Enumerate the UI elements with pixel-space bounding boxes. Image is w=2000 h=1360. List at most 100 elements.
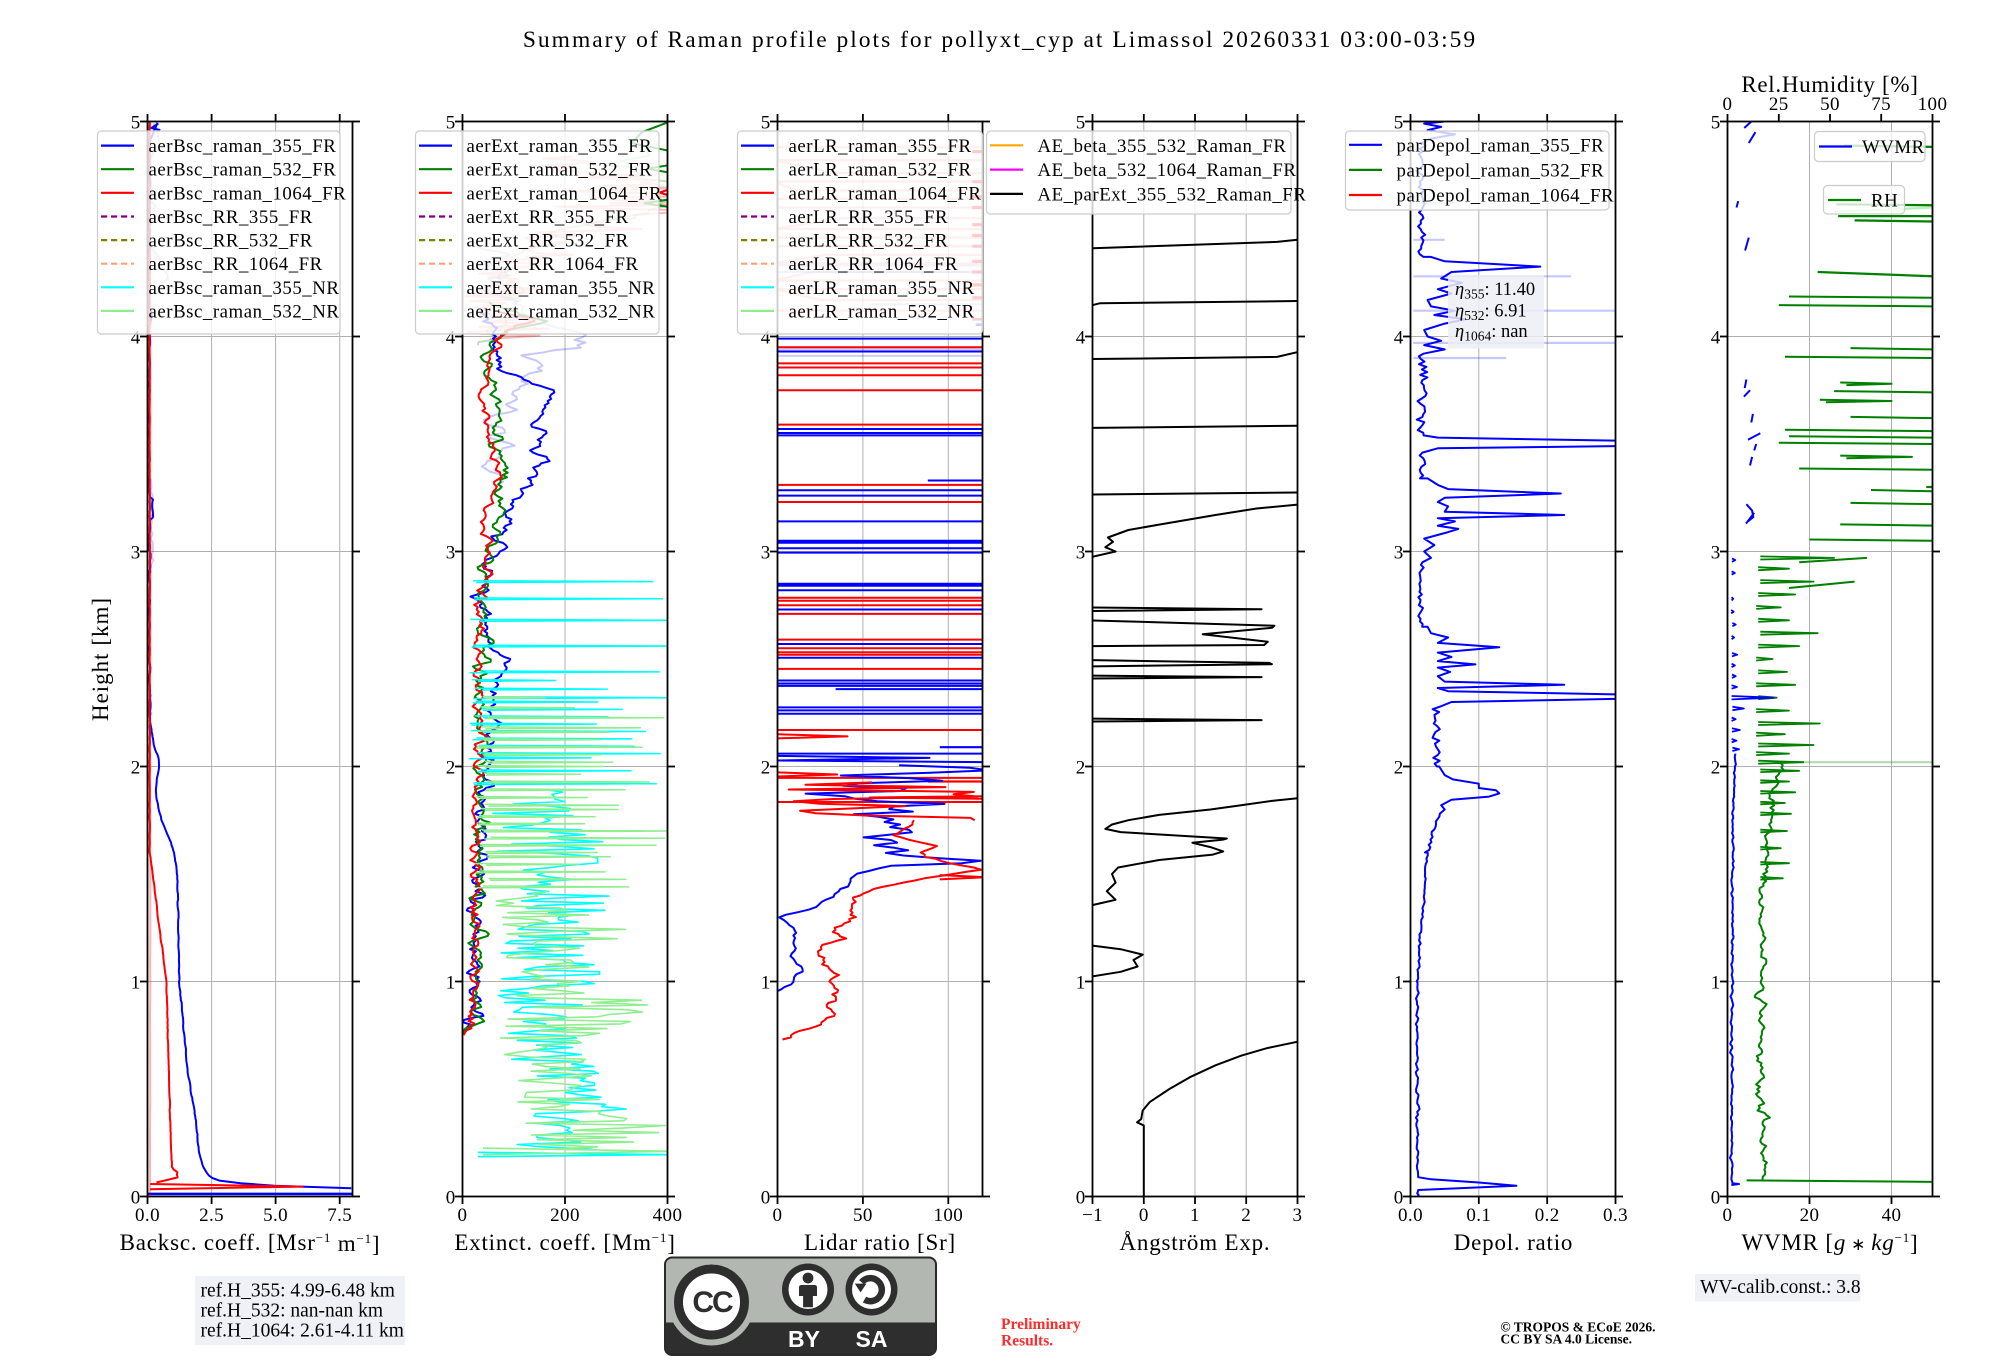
svg-text:Summary of Raman profile plots: Summary of Raman profile plots for polly… (523, 27, 1477, 53)
svg-text:Ångström Exp.: Ångström Exp. (1120, 1230, 1271, 1255)
svg-text:AE_beta_532_1064_Raman_FR: AE_beta_532_1064_Raman_FR (1038, 160, 1297, 181)
svg-text:0.1: 0.1 (1466, 1205, 1491, 1226)
svg-text:5: 5 (446, 113, 456, 134)
svg-text:1: 1 (1394, 973, 1404, 994)
svg-text:Preliminary: Preliminary (1001, 1316, 1081, 1333)
svg-text:2: 2 (1711, 758, 1721, 779)
svg-text:2: 2 (131, 758, 141, 779)
svg-text:1: 1 (1076, 973, 1086, 994)
svg-text:0: 0 (446, 1188, 456, 1209)
svg-text:2: 2 (446, 758, 456, 779)
svg-text:3: 3 (761, 543, 771, 564)
svg-text:0.0: 0.0 (135, 1205, 160, 1226)
svg-text:Lidar ratio [Sr]: Lidar ratio [Sr] (804, 1230, 956, 1255)
svg-text:5: 5 (1394, 113, 1404, 134)
svg-text:aerBsc_RR_355_FR: aerBsc_RR_355_FR (149, 207, 313, 228)
svg-text:BY: BY (788, 1326, 820, 1352)
svg-text:0: 0 (131, 1188, 141, 1209)
svg-text:25: 25 (1769, 94, 1789, 115)
svg-text:2: 2 (1394, 758, 1404, 779)
svg-text:aerLR_raman_532_NR: aerLR_raman_532_NR (789, 301, 975, 322)
svg-text:aerBsc_raman_355_NR: aerBsc_raman_355_NR (149, 278, 340, 299)
svg-text:100: 100 (933, 1205, 963, 1226)
svg-text:0: 0 (1139, 1205, 1149, 1226)
svg-text:aerLR_raman_1064_FR: aerLR_raman_1064_FR (789, 183, 982, 204)
svg-text:0: 0 (1723, 1205, 1733, 1226)
svg-text:4: 4 (1711, 328, 1721, 349)
svg-text:1: 1 (761, 973, 771, 994)
svg-text:0: 0 (1723, 94, 1733, 115)
svg-text:2.5: 2.5 (199, 1205, 224, 1226)
svg-text:5: 5 (1076, 113, 1086, 134)
svg-text:WV-calib.const.: 3.8: WV-calib.const.: 3.8 (1700, 1277, 1861, 1298)
svg-text:0: 0 (1076, 1188, 1086, 1209)
svg-text:aerBsc_RR_1064_FR: aerBsc_RR_1064_FR (149, 254, 323, 275)
svg-text:5: 5 (131, 113, 141, 134)
svg-text:aerExt_raman_355_NR: aerExt_raman_355_NR (467, 278, 656, 299)
svg-text:0.2: 0.2 (1535, 1205, 1560, 1226)
svg-text:4: 4 (131, 328, 141, 349)
svg-text:2: 2 (761, 758, 771, 779)
svg-text:ref.H_1064: 2.61-4.11 km: ref.H_1064: 2.61-4.11 km (201, 1320, 404, 1341)
svg-text:© TROPOS & ECoE 2026.: © TROPOS & ECoE 2026. (1501, 1320, 1656, 1335)
svg-text:CC: CC (692, 1286, 733, 1319)
svg-text:75: 75 (1871, 94, 1891, 115)
svg-text:η532: 6.91: η532: 6.91 (1455, 302, 1527, 324)
svg-text:parDepol_raman_532_FR: parDepol_raman_532_FR (1397, 160, 1605, 181)
svg-text:aerBsc_raman_355_FR: aerBsc_raman_355_FR (149, 136, 337, 157)
svg-text:3: 3 (1394, 543, 1404, 564)
svg-text:−1: −1 (1082, 1205, 1103, 1226)
svg-text:aerExt_raman_532_NR: aerExt_raman_532_NR (467, 301, 656, 322)
svg-text:4: 4 (761, 328, 771, 349)
svg-text:aerExt_RR_355_FR: aerExt_RR_355_FR (467, 207, 629, 228)
svg-text:aerBsc_raman_1064_FR: aerBsc_raman_1064_FR (149, 183, 347, 204)
svg-text:ref.H_355: 4.99-6.48 km: ref.H_355: 4.99-6.48 km (201, 1280, 395, 1301)
svg-text:50: 50 (853, 1205, 873, 1226)
svg-text:parDepol_raman_1064_FR: parDepol_raman_1064_FR (1397, 186, 1615, 207)
svg-text:2: 2 (1076, 758, 1086, 779)
svg-text:0.0: 0.0 (1398, 1205, 1423, 1226)
svg-text:aerBsc_RR_532_FR: aerBsc_RR_532_FR (149, 231, 313, 252)
svg-text:Depol. ratio: Depol. ratio (1454, 1230, 1573, 1255)
svg-text:η1064: nan: η1064: nan (1455, 322, 1528, 344)
svg-text:Height [km]: Height [km] (88, 597, 113, 721)
svg-text:3: 3 (1076, 543, 1086, 564)
svg-text:AE_beta_355_532_Raman_FR: AE_beta_355_532_Raman_FR (1038, 136, 1287, 157)
svg-text:Results.: Results. (1001, 1333, 1053, 1350)
svg-text:3: 3 (446, 543, 456, 564)
svg-text:7.5: 7.5 (327, 1205, 352, 1226)
svg-text:1: 1 (131, 973, 141, 994)
svg-text:CC BY SA 4.0 License.: CC BY SA 4.0 License. (1501, 1332, 1633, 1347)
svg-text:0: 0 (458, 1205, 468, 1226)
svg-text:ref.H_532: nan-nan km: ref.H_532: nan-nan km (201, 1300, 384, 1321)
svg-text:SA: SA (856, 1326, 888, 1352)
svg-text:aerExt_raman_532_FR: aerExt_raman_532_FR (467, 160, 653, 181)
svg-text:aerLR_RR_355_FR: aerLR_RR_355_FR (789, 207, 949, 228)
svg-text:aerLR_RR_532_FR: aerLR_RR_532_FR (789, 231, 949, 252)
svg-text:100: 100 (1918, 94, 1948, 115)
svg-text:Rel.Humidity [%]: Rel.Humidity [%] (1741, 72, 1918, 97)
svg-text:WVMR [g ∗ kg−1]: WVMR [g ∗ kg−1] (1741, 1230, 1918, 1256)
svg-text:parDepol_raman_355_FR: parDepol_raman_355_FR (1397, 135, 1605, 156)
svg-text:5: 5 (761, 113, 771, 134)
svg-text:aerExt_RR_532_FR: aerExt_RR_532_FR (467, 231, 629, 252)
svg-text:WVMR: WVMR (1862, 137, 1925, 158)
svg-text:Extinct. coeff. [Mm−1]: Extinct. coeff. [Mm−1] (454, 1230, 675, 1256)
svg-text:5.0: 5.0 (263, 1205, 288, 1226)
svg-text:RH: RH (1871, 191, 1898, 212)
svg-text:5: 5 (1711, 113, 1721, 134)
svg-text:aerBsc_raman_532_NR: aerBsc_raman_532_NR (149, 301, 340, 322)
svg-text:1: 1 (1190, 1205, 1200, 1226)
svg-text:aerLR_raman_532_FR: aerLR_raman_532_FR (789, 160, 972, 181)
svg-text:Backsc. coeff. [Msr−1 m−1]: Backsc. coeff. [Msr−1 m−1] (120, 1230, 381, 1257)
svg-text:aerLR_raman_355_NR: aerLR_raman_355_NR (789, 278, 975, 299)
svg-text:aerExt_raman_355_FR: aerExt_raman_355_FR (467, 136, 653, 157)
svg-text:4: 4 (1394, 328, 1404, 349)
svg-text:1: 1 (1711, 973, 1721, 994)
svg-text:0: 0 (773, 1205, 783, 1226)
svg-text:aerLR_RR_1064_FR: aerLR_RR_1064_FR (789, 254, 959, 275)
svg-text:0: 0 (1711, 1188, 1721, 1209)
svg-text:3: 3 (131, 543, 141, 564)
svg-text:AE_parExt_355_532_Raman_FR: AE_parExt_355_532_Raman_FR (1038, 184, 1307, 205)
svg-text:40: 40 (1882, 1205, 1902, 1226)
